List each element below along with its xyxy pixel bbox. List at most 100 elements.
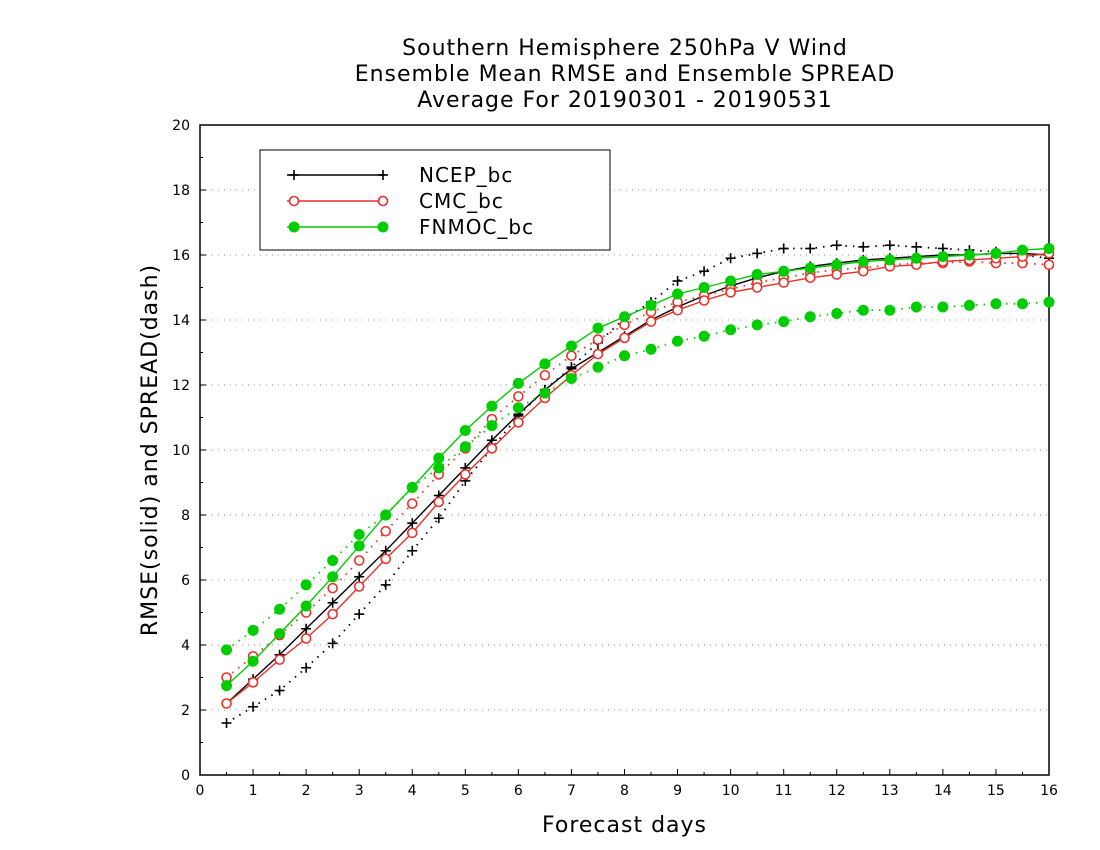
- cmc-bc-rmse-point: [592, 348, 604, 360]
- fnmoc-bc-spread-point: [857, 304, 869, 316]
- cmc-bc-rmse-point: [831, 269, 843, 280]
- fnmoc-bc-spread-point: [751, 319, 763, 331]
- fnmoc-bc-spread-point: [592, 361, 604, 373]
- x-tick-label: 1: [249, 783, 258, 799]
- y-tick-label: 2: [181, 703, 190, 719]
- cmc-bc-rmse-point: [751, 282, 763, 293]
- x-tick-label: 6: [514, 783, 523, 799]
- y-tick-label: 18: [172, 183, 190, 199]
- fnmoc-bc-rmse-point: [937, 251, 949, 263]
- x-tick-label: 15: [987, 783, 1005, 799]
- ncep-bc-spread-point: [407, 545, 418, 556]
- y-axis-title: RMSE(solid) and SPREAD(dash): [138, 264, 163, 636]
- fnmoc-bc-rmse-point: [353, 540, 365, 552]
- fnmoc-bc-spread-point: [459, 441, 471, 453]
- x-tick-label: 7: [567, 783, 576, 799]
- fnmoc-bc-rmse-series: [221, 243, 1055, 692]
- y-tick-label: 14: [172, 313, 190, 329]
- ncep-bc-spread-point: [380, 579, 391, 590]
- cmc-bc-rmse-point: [327, 608, 338, 620]
- x-tick-label: 4: [408, 783, 417, 799]
- x-tick-label: 13: [881, 783, 899, 799]
- fnmoc-bc-spread-point: [274, 603, 286, 615]
- ncep-bc-spread-point: [433, 513, 444, 524]
- fnmoc-bc-rmse-point: [857, 256, 869, 267]
- chart-title-line-2: Ensemble Mean RMSE and Ensemble SPREAD: [354, 62, 896, 87]
- fnmoc-bc-rmse-point: [751, 269, 763, 280]
- legend-marker-start: [288, 221, 300, 233]
- legend-marker-end: [377, 221, 389, 233]
- fnmoc-bc-spread-point: [884, 304, 896, 316]
- fnmoc-bc-spread-point: [725, 324, 737, 336]
- y-tick-label: 16: [172, 248, 190, 264]
- fnmoc-bc-rmse-point: [1043, 243, 1055, 254]
- fnmoc-bc-rmse-point: [619, 311, 630, 323]
- fnmoc-bc-rmse-point: [406, 481, 418, 493]
- ncep-bc-spread-point: [248, 701, 259, 712]
- ncep-bc-spread-line: [226, 244, 1050, 724]
- cmc-bc-rmse-point: [778, 277, 789, 288]
- fnmoc-bc-rmse-point: [274, 628, 286, 640]
- ncep-bc-spread-point: [327, 638, 338, 649]
- cmc-bc-rmse-point: [380, 553, 392, 565]
- fnmoc-bc-spread-point: [433, 462, 445, 474]
- y-tick-label: 4: [181, 638, 190, 654]
- cmc-bc-rmse-point: [645, 316, 657, 327]
- fnmoc-bc-rmse-point: [698, 282, 710, 293]
- x-tick-label: 3: [355, 783, 364, 799]
- cmc-bc-spread-point: [327, 582, 338, 594]
- cmc-bc-rmse-point: [513, 417, 524, 428]
- fnmoc-bc-rmse-point: [1016, 244, 1028, 256]
- fnmoc-bc-spread-point: [1016, 298, 1028, 310]
- data-series: [221, 240, 1055, 728]
- legend-entry-cmc-bc: CMC_bc: [287, 189, 504, 213]
- fnmoc-bc-rmse-point: [433, 452, 445, 464]
- cmc-bc-rmse-point: [698, 295, 710, 306]
- ncep-bc-spread-point: [274, 685, 285, 696]
- cmc-bc-rmse-point: [804, 272, 816, 284]
- ncep-bc-spread-point: [778, 243, 789, 254]
- y-tick-label: 0: [181, 768, 190, 784]
- legend-label: CMC_bc: [419, 189, 504, 213]
- ncep-bc-spread-series: [221, 240, 1054, 728]
- ncep-bc-spread-point: [805, 243, 816, 254]
- cmc-bc-spread-point: [380, 525, 392, 537]
- cmc-bc-spread-point: [513, 391, 524, 402]
- fnmoc-bc-spread-line: [225, 301, 1050, 651]
- fnmoc-bc-rmse-point: [990, 247, 1002, 259]
- fnmoc-bc-rmse-point: [831, 259, 843, 271]
- fnmoc-bc-spread-point: [539, 387, 551, 399]
- ncep-bc-rmse-point: [407, 518, 418, 529]
- fnmoc-bc-rmse-point: [300, 600, 312, 612]
- fnmoc-bc-spread-point: [645, 343, 657, 355]
- fnmoc-bc-spread-point: [353, 529, 365, 540]
- x-tick-label: 8: [620, 783, 629, 799]
- fnmoc-bc-spread-point: [247, 624, 259, 636]
- cmc-bc-spread-point: [1043, 259, 1055, 271]
- cmc-bc-spread-series: [221, 256, 1055, 683]
- cmc-bc-rmse-point: [486, 443, 498, 454]
- fnmoc-bc-spread-point: [804, 311, 816, 323]
- legend-marker-end: [378, 170, 388, 180]
- cmc-bc-rmse-point: [619, 332, 630, 344]
- fnmoc-bc-spread-point: [512, 402, 524, 414]
- x-tick-label: 12: [828, 783, 846, 799]
- fnmoc-bc-rmse-point: [778, 265, 790, 277]
- ncep-bc-spread-point: [831, 240, 842, 251]
- fnmoc-bc-rmse-point: [645, 299, 657, 311]
- x-tick-label: 16: [1040, 783, 1058, 799]
- legend-label: NCEP_bc: [419, 163, 513, 187]
- ncep-bc-spread-point: [911, 241, 922, 252]
- cmc-bc-rmse-point: [460, 469, 471, 480]
- y-tick-label: 6: [181, 573, 190, 589]
- cmc-bc-rmse-point: [857, 265, 869, 277]
- x-tick-label: 10: [722, 783, 740, 799]
- ncep-bc-spread-point: [858, 241, 869, 252]
- cmc-bc-spread-point: [539, 369, 551, 381]
- cmc-bc-rmse-point: [725, 287, 736, 298]
- fnmoc-bc-rmse-point: [565, 340, 577, 352]
- fnmoc-bc-spread-point: [990, 298, 1002, 310]
- legend-marker-start: [289, 170, 299, 180]
- ncep-bc-rmse-series: [221, 248, 1054, 709]
